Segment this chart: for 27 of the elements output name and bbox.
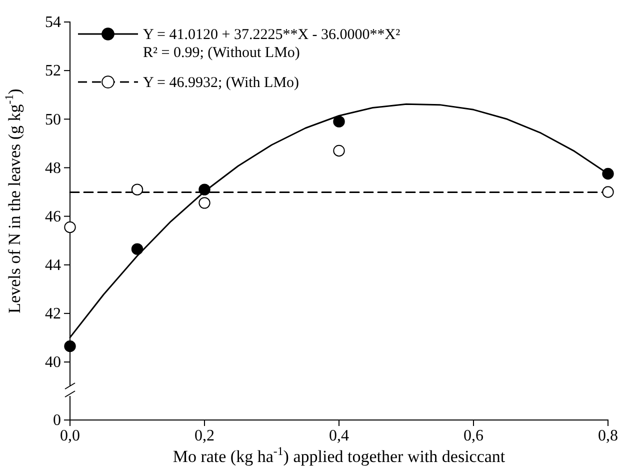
point	[131, 243, 144, 255]
point	[198, 197, 210, 209]
x-tick-label: 0,0	[60, 427, 80, 444]
x-tick-label: 0,4	[329, 427, 349, 444]
point	[131, 184, 144, 196]
x-axis-title: Mo rate (kg ha$^{-1}$) applied together with desiccant	[172, 444, 506, 466]
legend-label: Y = 46.9932; (With LMo)	[143, 75, 300, 91]
y-tick-label: 48	[45, 160, 61, 177]
point	[602, 168, 614, 180]
y-tick-label: 54	[45, 14, 61, 32]
point	[64, 340, 76, 352]
point	[602, 186, 614, 198]
y-tick-label: 46	[45, 208, 61, 226]
y-tick-label: 50	[45, 111, 61, 128]
y-tick-label: 52	[45, 62, 61, 80]
x-tick-label: 0,6	[464, 427, 484, 444]
x-tick-label: 0,8	[598, 427, 618, 444]
y-tick-label: 40	[45, 354, 61, 372]
x-tick-label: 0,2	[194, 427, 214, 444]
legend-label: Y = 41.0120 + 37.2225**X - 36.0000**X² R² = 0.99; (Without LMo)	[143, 27, 401, 61]
point	[333, 116, 345, 128]
point	[198, 184, 210, 196]
y-tick-label: 42	[45, 306, 61, 323]
text: 0	[53, 412, 61, 430]
y-tick-label: 44	[45, 256, 61, 274]
point	[333, 144, 345, 157]
point	[64, 221, 76, 234]
